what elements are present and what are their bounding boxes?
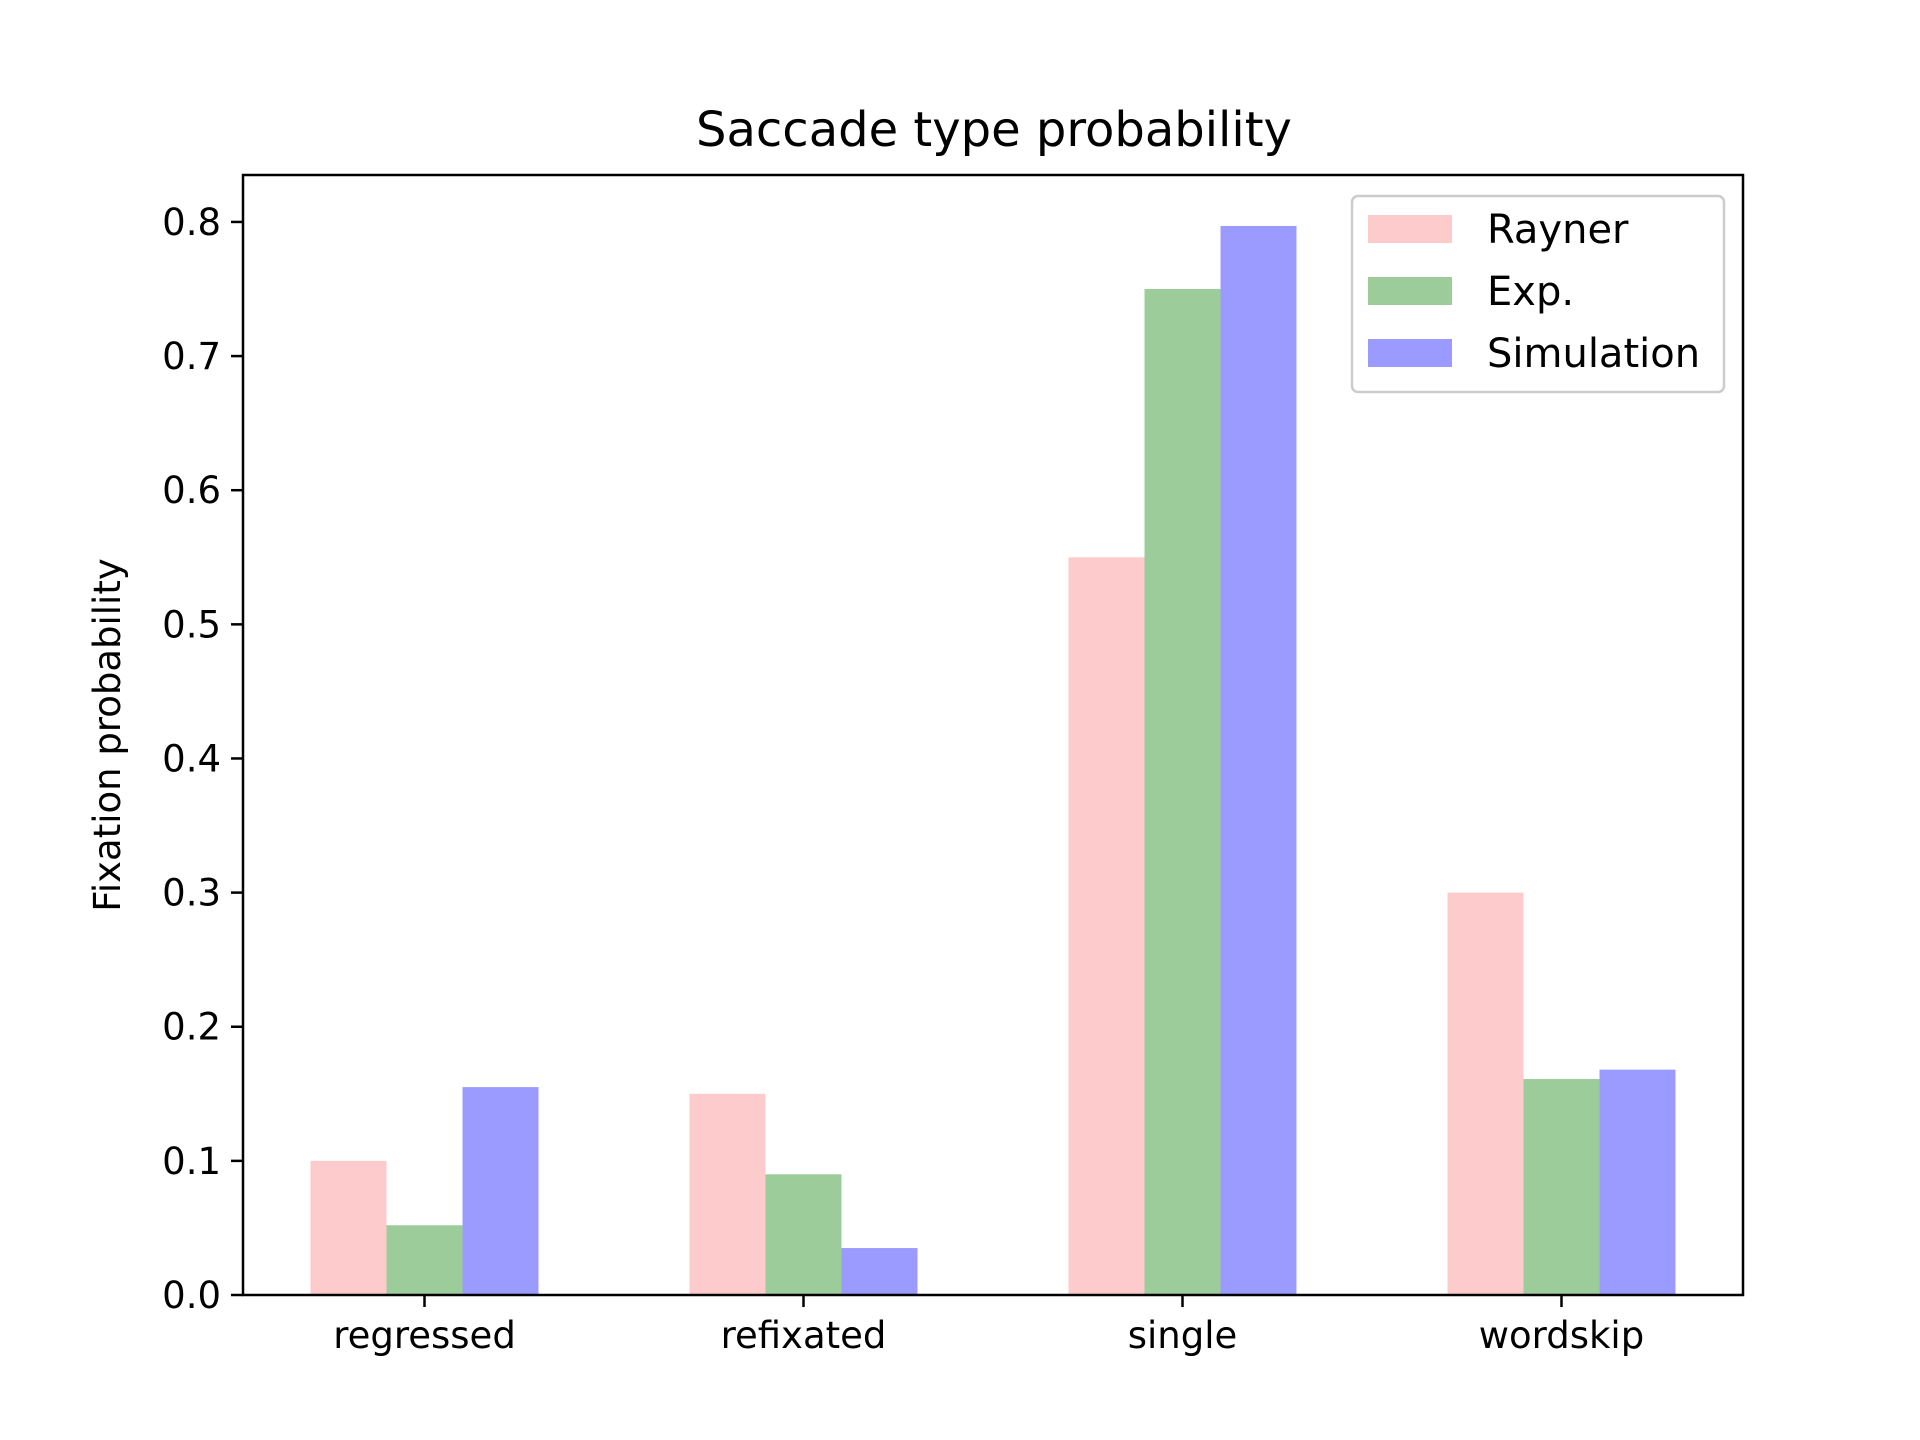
x-tick-label: single bbox=[1128, 1314, 1238, 1357]
legend-label: Rayner bbox=[1487, 207, 1629, 253]
bar-regressed-simulation bbox=[462, 1087, 539, 1295]
bar-wordskip-exp bbox=[1523, 1079, 1600, 1295]
bar-regressed-rayner bbox=[310, 1160, 387, 1295]
x-axis: regressed refixated single wordskip bbox=[333, 1295, 1644, 1357]
bar-regressed-exp bbox=[386, 1225, 463, 1295]
x-tick-label: wordskip bbox=[1479, 1314, 1644, 1357]
y-tick-label: 0.4 bbox=[162, 737, 221, 780]
y-tick-label: 0.7 bbox=[162, 335, 221, 378]
legend-swatch bbox=[1368, 339, 1452, 367]
y-axis: 0.0 0.1 0.2 0.3 0.4 0.5 0.6 0.7 0.8 bbox=[162, 201, 243, 1317]
bar-refixated-exp bbox=[765, 1174, 842, 1295]
y-axis-label: Fixation probability bbox=[86, 558, 129, 912]
legend: Rayner Exp. Simulation bbox=[1350, 194, 1726, 394]
y-tick-label: 0.8 bbox=[162, 201, 221, 244]
y-tick-label: 0.6 bbox=[162, 469, 221, 512]
bar-wordskip-rayner bbox=[1447, 892, 1524, 1295]
bar-wordskip-simulation bbox=[1599, 1069, 1676, 1295]
y-tick-label: 0.2 bbox=[162, 1006, 221, 1049]
legend-swatch bbox=[1368, 215, 1452, 243]
legend-swatch bbox=[1368, 277, 1452, 305]
y-tick-label: 0.5 bbox=[162, 603, 221, 646]
bars-group bbox=[310, 225, 1676, 1295]
plot-frame bbox=[241, 173, 1745, 1297]
bar-refixated-rayner bbox=[689, 1093, 766, 1295]
bar-single-exp bbox=[1144, 289, 1221, 1295]
bar-refixated-simulation bbox=[841, 1248, 918, 1295]
legend-label: Exp. bbox=[1487, 269, 1574, 315]
y-tick-label: 0.3 bbox=[162, 872, 221, 915]
x-tick-label: regressed bbox=[333, 1314, 516, 1357]
legend-label: Simulation bbox=[1487, 331, 1700, 377]
y-tick-label: 0.1 bbox=[162, 1140, 221, 1183]
chart-title: Saccade type probability bbox=[696, 102, 1292, 158]
y-tick-label: 0.0 bbox=[162, 1274, 221, 1317]
bar-single-rayner bbox=[1068, 557, 1145, 1295]
x-tick-label: refixated bbox=[721, 1314, 887, 1357]
bar-single-simulation bbox=[1220, 225, 1297, 1295]
